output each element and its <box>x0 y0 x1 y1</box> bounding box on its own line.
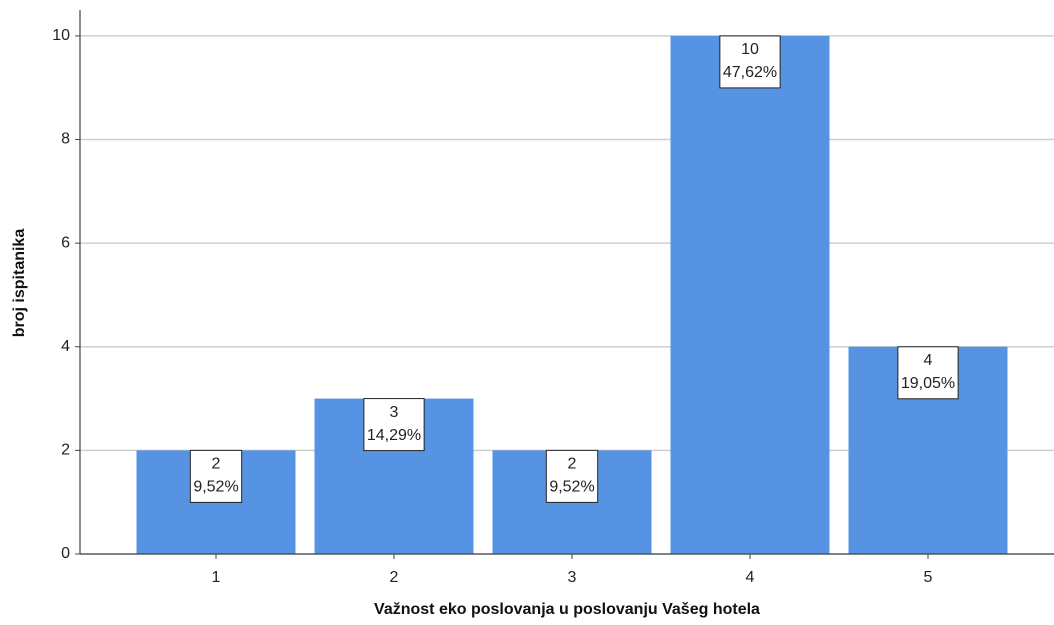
x-tick-label: 3 <box>568 569 577 586</box>
x-axis-title: Važnost eko poslovanja u poslovanju Vaše… <box>374 601 760 618</box>
data-label: 3 <box>390 404 399 421</box>
y-tick-label: 2 <box>61 442 70 459</box>
x-tick-label: 5 <box>924 569 933 586</box>
data-label: 9,52% <box>193 479 238 496</box>
data-label: 2 <box>568 456 577 473</box>
x-tick-label: 4 <box>746 569 755 586</box>
data-label-box <box>363 398 425 452</box>
data-label: 14,29% <box>367 427 421 444</box>
data-label-box <box>189 449 243 503</box>
y-tick-label: 4 <box>61 338 70 355</box>
y-tick-label: 10 <box>52 27 70 44</box>
data-label: 19,05% <box>901 375 955 392</box>
data-label-box <box>719 35 781 89</box>
data-label: 4 <box>924 352 933 369</box>
y-axis-title: broj ispitanika <box>11 229 28 338</box>
data-label: 9,52% <box>549 479 594 496</box>
data-label-box <box>897 346 959 400</box>
data-label: 2 <box>212 456 221 473</box>
bar <box>670 35 830 554</box>
data-label: 10 <box>741 41 759 58</box>
x-tick-label: 2 <box>390 569 399 586</box>
x-tick-label: 1 <box>212 569 221 586</box>
y-tick-label: 8 <box>61 131 70 148</box>
data-label: 47,62% <box>723 64 777 81</box>
y-tick-label: 6 <box>61 234 70 251</box>
y-tick-label: 0 <box>61 545 70 562</box>
data-label-box <box>545 449 599 503</box>
